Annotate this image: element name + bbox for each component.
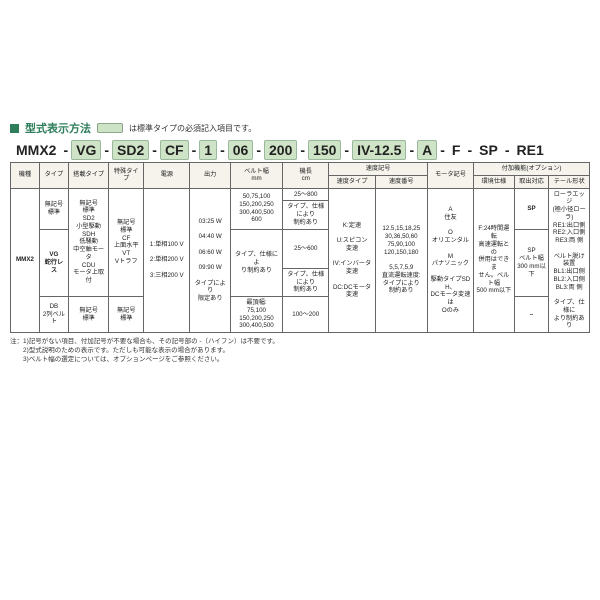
code-base: MMX2: [12, 141, 60, 159]
code-seg: 150: [308, 140, 341, 160]
model-code-row: MMX2- VG- SD2- CF- 1- 06- 200- 150- IV-1…: [10, 140, 590, 160]
section-title: 型式表示方法: [25, 120, 91, 136]
header-row-1: 機種 タイプ 搭載タイプ 特殊タイプ 電源 出力 ベルト幅mm 機長cm 速度記…: [11, 163, 590, 176]
th: 取出対応: [514, 175, 549, 188]
title-marker: [10, 124, 19, 133]
th: モータ記号: [427, 163, 473, 189]
cell: 無記号標準: [68, 297, 109, 333]
code-seg: A: [417, 140, 437, 160]
footnotes: 注：1)記号がない項目、付加記号が不要な場合も、その記号部の -（ハイフン）は不…: [10, 337, 590, 364]
code-seg: IV-12.5: [352, 140, 406, 160]
cell: 25〜800: [283, 188, 329, 201]
section-header: 型式表示方法 は標準タイプの必須記入項目です。: [10, 120, 590, 136]
chip-note: は標準タイプの必須記入項目です。: [129, 123, 256, 134]
cell: 03:25 W04:40 W06:60 W09:90 Wタイプにより限定あり: [190, 188, 231, 333]
cell: 12.5,15,18,2530,36,50,6075,90,100120,150…: [375, 188, 427, 333]
table-row: MMX2 無記号標準 無記号標準SD2小型駆動SDH低騒動中空軸モータCDUモー…: [11, 188, 590, 201]
th: 環境仕様: [474, 175, 515, 188]
th: 機種: [11, 163, 40, 189]
cell: 100〜200: [283, 297, 329, 333]
th: 搭載タイプ: [68, 163, 109, 189]
note-line: 2)型式説明のための表示です。ただしも可能な表示の場合があります。: [10, 346, 590, 355]
th: テール形状: [549, 175, 590, 188]
cell: 25〜600: [283, 229, 329, 268]
cell: F:24時間運転高速運転との併用はできません。ベルト幅500 mm以下: [474, 188, 515, 333]
cell: タイプ、仕様により制約あり: [230, 229, 282, 297]
cell: 無記号標準: [109, 297, 144, 333]
cell: VG蛇行レス: [39, 229, 68, 297]
th: 特殊タイプ: [109, 163, 144, 189]
cell: SPベルト幅300 mm以下: [514, 229, 549, 297]
th: 電源: [144, 163, 190, 189]
note-line: 注：1)記号がない項目、付加記号が不要な場合も、その記号部の -（ハイフン）は不…: [10, 337, 590, 346]
code-seg: RE1: [513, 141, 548, 159]
th: 速度番号: [375, 175, 427, 188]
cell: 最頂幅:75,100150,200,250300,400,500: [230, 297, 282, 333]
th: 速度タイプ: [329, 175, 375, 188]
th: 出力: [190, 163, 231, 189]
code-seg: 06: [228, 140, 254, 160]
spec-table: 機種 タイプ 搭載タイプ 特殊タイプ 電源 出力 ベルト幅mm 機長cm 速度記…: [10, 162, 590, 333]
th: 付加機能(オプション): [474, 163, 590, 176]
cell: 50,75,100150,200,250300,400,500600: [230, 188, 282, 229]
cell: SP: [514, 188, 549, 229]
cell: 無記号標準: [39, 188, 68, 229]
code-seg: 200: [264, 140, 297, 160]
cell: 無記号標準CF上面水平VTVトラフ: [109, 188, 144, 297]
cell: タイプ、仕様により制約あり: [283, 201, 329, 229]
cell: K:定速U:スピコン変速IV:インバータ変速DC:DCモータ変速: [329, 188, 375, 333]
code-seg: 1: [199, 140, 217, 160]
required-chip: [97, 123, 123, 133]
code-seg: VG: [71, 140, 101, 160]
code-seg: SD2: [112, 140, 149, 160]
cell: タイプ、仕様により制約あり: [283, 268, 329, 296]
cell: ローラエッジ(極小径ローラ)RE1:出口側RE2:入口側RE3:両 側ベルト脱け…: [549, 188, 590, 333]
cell: A住友OオリエンタルMパナソニック駆動タイプSDH、DCモータ変速はOのみ: [427, 188, 473, 333]
code-seg: SP: [475, 141, 502, 159]
code-seg: CF: [160, 140, 189, 160]
cell: 無記号標準SD2小型駆動SDH低騒動中空軸モータCDUモータ上取付: [68, 188, 109, 297]
th: 機長cm: [283, 163, 329, 189]
th: ベルト幅mm: [230, 163, 282, 189]
code-seg: F: [448, 141, 465, 159]
th: 速度記号: [329, 163, 427, 176]
cell: DB2列ベルト: [39, 297, 68, 333]
cell: 1:単相100 V2:単相200 V3:三相200 V: [144, 188, 190, 333]
cell: –: [514, 297, 549, 333]
cell-kishu: MMX2: [11, 188, 40, 333]
note-line: 3)ベルト幅の選定については、オプションページをご参照ください。: [10, 355, 590, 364]
th: タイプ: [39, 163, 68, 189]
